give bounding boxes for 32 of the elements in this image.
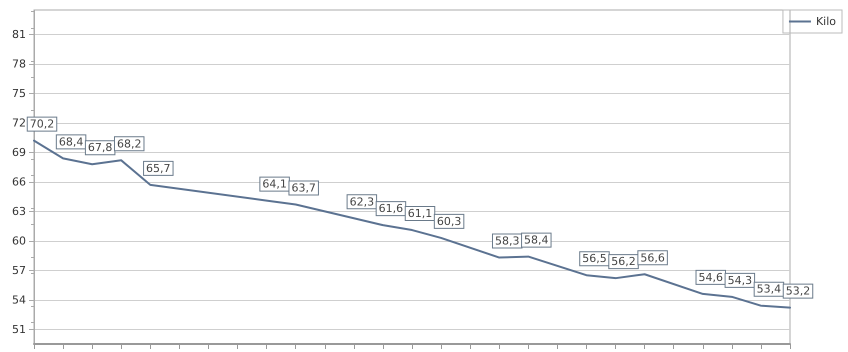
data-label: 62,3 <box>350 195 374 208</box>
data-label: 56,5 <box>582 252 607 266</box>
y-tick-label: 51 <box>12 322 26 336</box>
data-label: 67,8 <box>88 141 112 154</box>
data-label: 58,4 <box>524 234 549 247</box>
legend-label: Kilo <box>816 15 836 28</box>
data-label: 68,4 <box>58 135 84 148</box>
data-label: 54,6 <box>698 270 724 284</box>
y-tick-label: 81 <box>12 28 26 42</box>
y-tick-label: 72 <box>12 116 26 130</box>
data-label: 56,6 <box>640 251 665 264</box>
data-label: 64,1 <box>262 178 287 191</box>
y-tick-label: 66 <box>12 175 26 188</box>
y-tick-label: 78 <box>12 58 26 71</box>
data-label: 68,2 <box>116 137 142 150</box>
data-label: 60,3 <box>436 214 462 228</box>
y-tick-label: 69 <box>12 146 26 159</box>
y-tick-label: 57 <box>12 264 26 277</box>
data-label: 53,4 <box>756 282 782 296</box>
data-label: 54,3 <box>728 274 752 287</box>
data-label: 61,1 <box>408 207 432 220</box>
data-label: 53,2 <box>786 284 810 298</box>
data-label: 61,6 <box>378 202 404 216</box>
y-tick-label: 60 <box>12 234 26 248</box>
y-tick-label: 54 <box>12 293 26 306</box>
data-label: 63,7 <box>291 182 316 195</box>
data-label: 58,3 <box>494 234 520 248</box>
y-tick-label: 75 <box>12 87 26 100</box>
data-label: 56,2 <box>611 255 636 268</box>
data-label: 70,2 <box>30 118 54 131</box>
y-tick-label: 63 <box>12 204 26 218</box>
data-label: 65,7 <box>146 162 171 175</box>
